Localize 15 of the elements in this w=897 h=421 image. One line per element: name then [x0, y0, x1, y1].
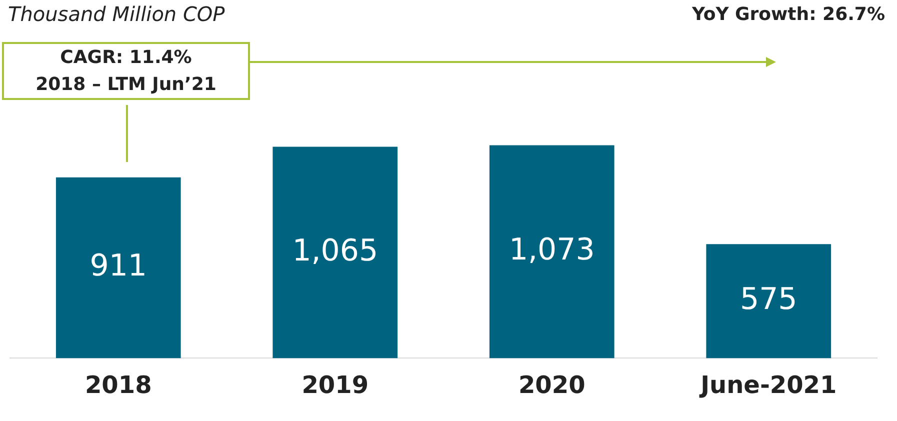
x-tick-label: June-2021: [698, 370, 837, 399]
bar: [56, 177, 181, 358]
x-tick-label: 2018: [84, 370, 152, 399]
text: CAGR: 11.4% 2018 – LTM Jun’21: [2, 42, 250, 100]
bar: [489, 145, 614, 358]
data-label: 1,065: [292, 233, 378, 268]
data-label: 575: [740, 282, 798, 317]
data-label: 1,073: [508, 232, 595, 268]
bar: [706, 244, 832, 358]
chart-title: Thousand Million COP: [8, 2, 225, 26]
data-label: 911: [90, 248, 148, 284]
x-tick-label: 2020: [518, 370, 586, 399]
text: YoY Growth: 26.7%: [692, 4, 885, 25]
bar: [272, 146, 398, 358]
x-tick-label: 2019: [302, 370, 369, 399]
